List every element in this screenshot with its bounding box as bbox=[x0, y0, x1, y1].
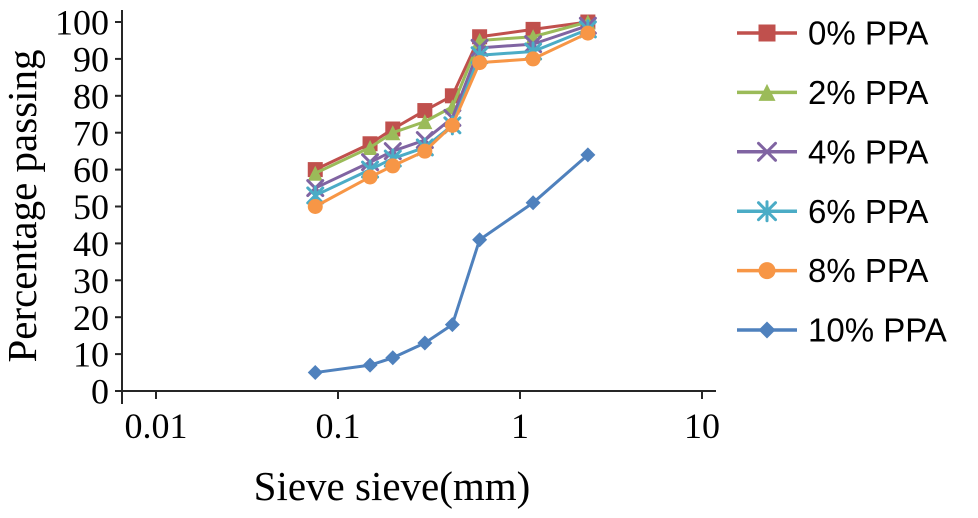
legend-item-8-ppa: 8% PPA bbox=[737, 252, 928, 289]
x-tick-label: 0.1 bbox=[316, 406, 361, 446]
triangle-marker-icon bbox=[758, 83, 776, 101]
legend-item-2-ppa: 2% PPA bbox=[737, 74, 928, 111]
series-line-2-ppa bbox=[314, 20, 589, 175]
legend-label-8-ppa: 8% PPA bbox=[808, 252, 928, 289]
diamond-marker-icon bbox=[362, 357, 378, 373]
legend-item-4-ppa: 4% PPA bbox=[737, 133, 928, 170]
square-marker-icon bbox=[758, 24, 776, 42]
circle-marker-icon bbox=[758, 262, 776, 280]
y-tick-label: 10 bbox=[73, 335, 109, 375]
circle-marker-icon bbox=[580, 25, 596, 41]
star-marker-icon bbox=[757, 200, 777, 223]
y-tick-label: 40 bbox=[73, 224, 109, 264]
diamond-marker-icon bbox=[580, 147, 596, 163]
circle-marker-icon bbox=[385, 158, 401, 174]
y-tick-label: 60 bbox=[73, 150, 109, 190]
diamond-marker-icon bbox=[525, 195, 541, 211]
legend-item-6-ppa: 6% PPA bbox=[737, 193, 928, 230]
x-tick-label: 0.01 bbox=[125, 406, 188, 446]
legend-label-10-ppa: 10% PPA bbox=[808, 312, 947, 349]
legend-item-0-ppa: 0% PPA bbox=[737, 15, 928, 52]
diamond-marker-icon bbox=[472, 232, 488, 248]
y-axis-title: Percentage passing bbox=[0, 49, 45, 362]
y-tick-label: 100 bbox=[55, 3, 109, 43]
diamond-marker-icon bbox=[417, 335, 433, 351]
legend-label-2-ppa: 2% PPA bbox=[808, 74, 928, 111]
y-tick-label: 70 bbox=[73, 113, 109, 153]
circle-marker-icon bbox=[307, 199, 323, 214]
legend-label-6-ppa: 6% PPA bbox=[808, 193, 928, 230]
diamond-marker-icon bbox=[307, 365, 323, 381]
diamond-marker-icon bbox=[758, 321, 776, 339]
series-line-10-ppa bbox=[315, 153, 589, 375]
y-tick-label: 20 bbox=[73, 298, 109, 338]
circle-marker-icon bbox=[525, 51, 541, 67]
legend-label-0-ppa: 0% PPA bbox=[808, 15, 928, 52]
diamond-marker-icon bbox=[444, 317, 460, 333]
triangle-marker-icon bbox=[362, 139, 378, 155]
square-marker-icon bbox=[417, 103, 433, 119]
chart-legend: 0% PPA 2% PPA 4% PPA 6% PPA 8% PPA 10% PPA bbox=[737, 15, 947, 349]
diamond-marker-icon bbox=[385, 350, 401, 366]
series-8-ppa bbox=[307, 25, 596, 214]
triangle-marker-icon bbox=[385, 125, 401, 141]
legend-item-10-ppa: 10% PPA bbox=[737, 312, 947, 349]
y-tick-label: 0 bbox=[91, 372, 109, 412]
series-10-ppa bbox=[307, 147, 596, 381]
x-tick-label: 1 bbox=[511, 406, 529, 446]
x-marker-icon bbox=[757, 141, 777, 162]
x-axis-title: Sieve sieve(mm) bbox=[254, 463, 531, 509]
triangle-marker-icon bbox=[417, 114, 433, 130]
triangle-marker-icon bbox=[307, 165, 323, 181]
y-tick-label: 90 bbox=[73, 40, 109, 80]
legend-label-4-ppa: 4% PPA bbox=[808, 133, 928, 170]
y-tick-label: 80 bbox=[73, 76, 109, 116]
y-tick-label: 50 bbox=[73, 187, 109, 227]
circle-marker-icon bbox=[444, 117, 460, 133]
circle-marker-icon bbox=[472, 55, 488, 71]
x-tick-label: 10 bbox=[684, 406, 720, 446]
circle-marker-icon bbox=[362, 169, 378, 185]
y-tick-label: 30 bbox=[73, 261, 109, 301]
circle-marker-icon bbox=[417, 143, 433, 159]
